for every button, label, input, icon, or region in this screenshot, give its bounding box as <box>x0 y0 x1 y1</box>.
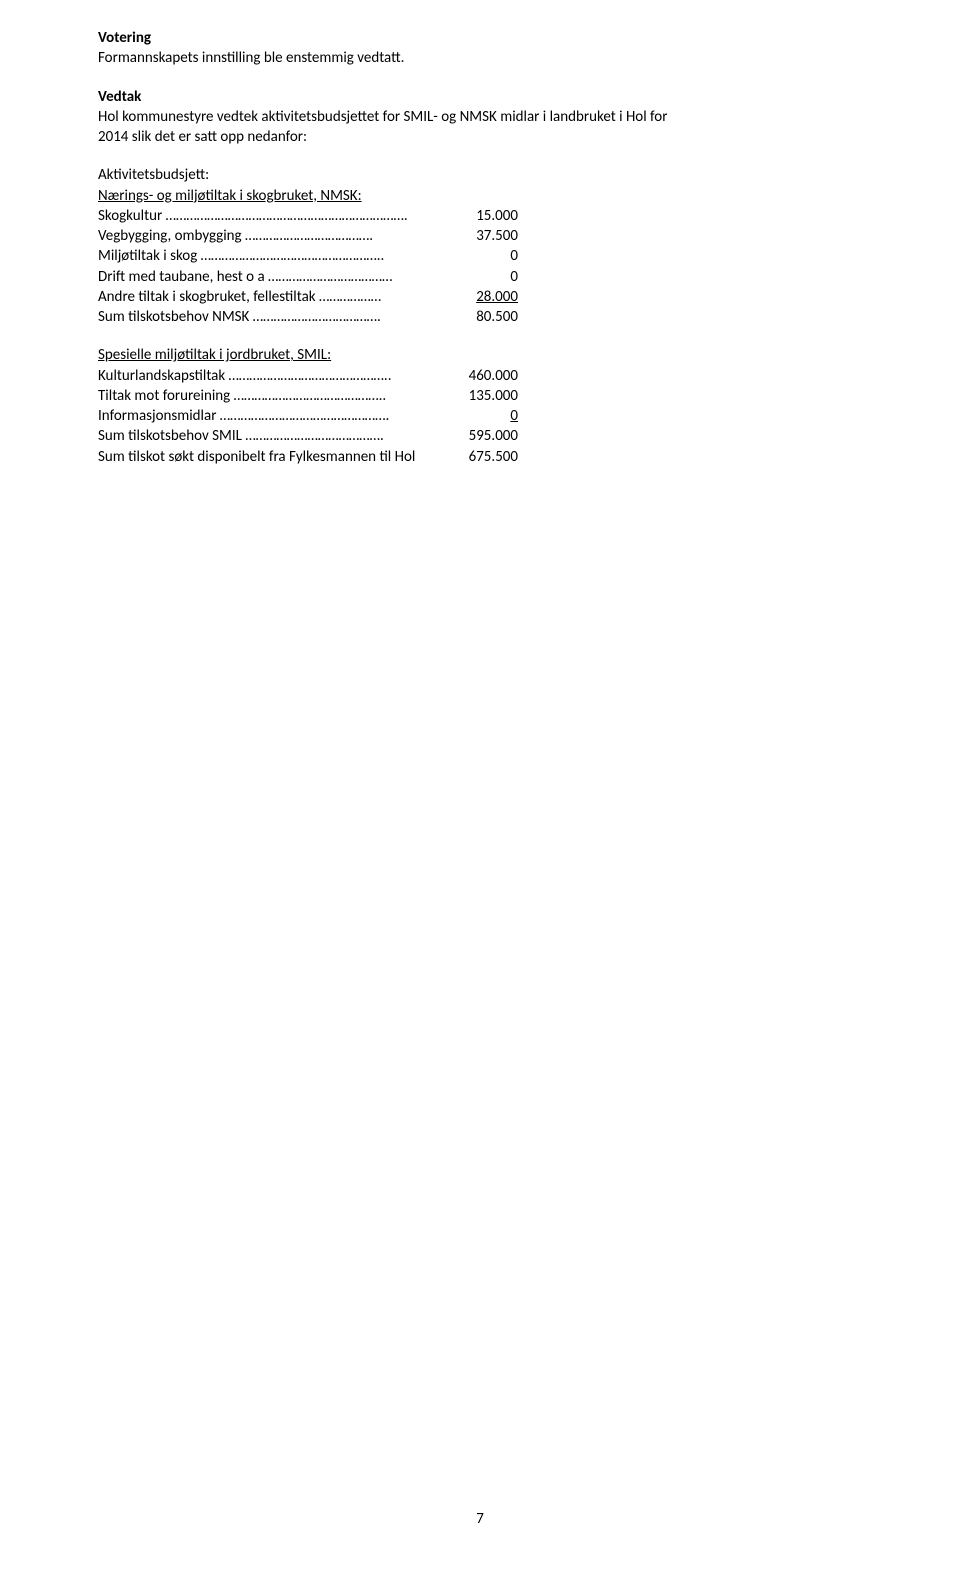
budget-row-value: 135.000 <box>448 386 518 406</box>
budget-row: Kulturlandskapstiltak ……………………………………….. … <box>98 366 518 386</box>
budget-row-label: Skogkultur ……………………………………………………………. <box>98 206 408 226</box>
budget-row: Skogkultur ……………………………………………………………. 15.0… <box>98 206 518 226</box>
vedtak-paragraph-line1: Hol kommunestyre vedtek aktivitetsbudsje… <box>98 107 862 127</box>
budget-row-label: Vegbygging, ombygging ………………………………. <box>98 226 373 246</box>
budget-row: Tiltak mot forureining …………………………………….. … <box>98 386 518 406</box>
vedtak-section: Vedtak Hol kommunestyre vedtek aktivitet… <box>98 87 862 148</box>
budget-row-label: Sum tilskot søkt disponibelt fra Fylkesm… <box>98 447 415 467</box>
subhead-nmsk: Nærings- og miljøtiltak i skogbruket, NM… <box>98 186 518 206</box>
heading-votering: Votering <box>98 28 862 48</box>
budget-row: Sum tilskotsbehov SMIL …………………………………. 59… <box>98 426 518 446</box>
budget-row: Drift med taubane, hest o a ………………………………… <box>98 267 518 287</box>
votering-section: Votering Formannskapets innstilling ble … <box>98 28 862 69</box>
budget-block: Aktivitetsbudsjett: Nærings- og miljøtil… <box>98 165 518 327</box>
budget-row-label: Miljøtiltak i skog …………………………………………….. <box>98 246 384 266</box>
budget-row: Vegbygging, ombygging ………………………………. 37.5… <box>98 226 518 246</box>
budget-row-label: Tiltak mot forureining …………………………………….. <box>98 386 386 406</box>
budget-row: Sum tilskotsbehov NMSK ………………………………. 80.… <box>98 307 518 327</box>
page-number: 7 <box>476 1509 484 1529</box>
budget-block-smil: Spesielle miljøtiltak i jordbruket, SMIL… <box>98 345 518 467</box>
budget-row-value: 80.500 <box>448 307 518 327</box>
budget-label: Aktivitetsbudsjett: <box>98 165 518 185</box>
budget-row: Sum tilskot søkt disponibelt fra Fylkesm… <box>98 447 518 467</box>
budget-row-value: 460.000 <box>448 366 518 386</box>
budget-row-value: 37.500 <box>448 226 518 246</box>
budget-row-value: 595.000 <box>448 426 518 446</box>
budget-row-value: 28.000 <box>448 287 518 307</box>
budget-row: Miljøtiltak i skog …………………………………………….. 0 <box>98 246 518 266</box>
budget-row-label: Kulturlandskapstiltak ……………………………………….. <box>98 366 391 386</box>
vedtak-paragraph-line2: 2014 slik det er satt opp nedanfor: <box>98 127 862 147</box>
budget-row-value: 15.000 <box>448 206 518 226</box>
subhead-smil: Spesielle miljøtiltak i jordbruket, SMIL… <box>98 345 518 365</box>
budget-row-label: Drift med taubane, hest o a ……………………………… <box>98 267 392 287</box>
budget-row-label: Sum tilskotsbehov SMIL …………………………………. <box>98 426 384 446</box>
budget-row-value: 675.500 <box>448 447 518 467</box>
budget-row-value: 0 <box>448 246 518 266</box>
budget-row-value: 0 <box>448 267 518 287</box>
budget-row: Andre tiltak i skogbruket, fellestiltak … <box>98 287 518 307</box>
votering-text: Formannskapets innstilling ble enstemmig… <box>98 48 862 68</box>
budget-row-value: 0 <box>448 406 518 426</box>
budget-row: Informasjonsmidlar …………………………………………. 0 <box>98 406 518 426</box>
budget-row-label: Sum tilskotsbehov NMSK ………………………………. <box>98 307 381 327</box>
heading-vedtak: Vedtak <box>98 87 862 107</box>
budget-row-label: Andre tiltak i skogbruket, fellestiltak … <box>98 287 381 307</box>
budget-row-label: Informasjonsmidlar …………………………………………. <box>98 406 389 426</box>
